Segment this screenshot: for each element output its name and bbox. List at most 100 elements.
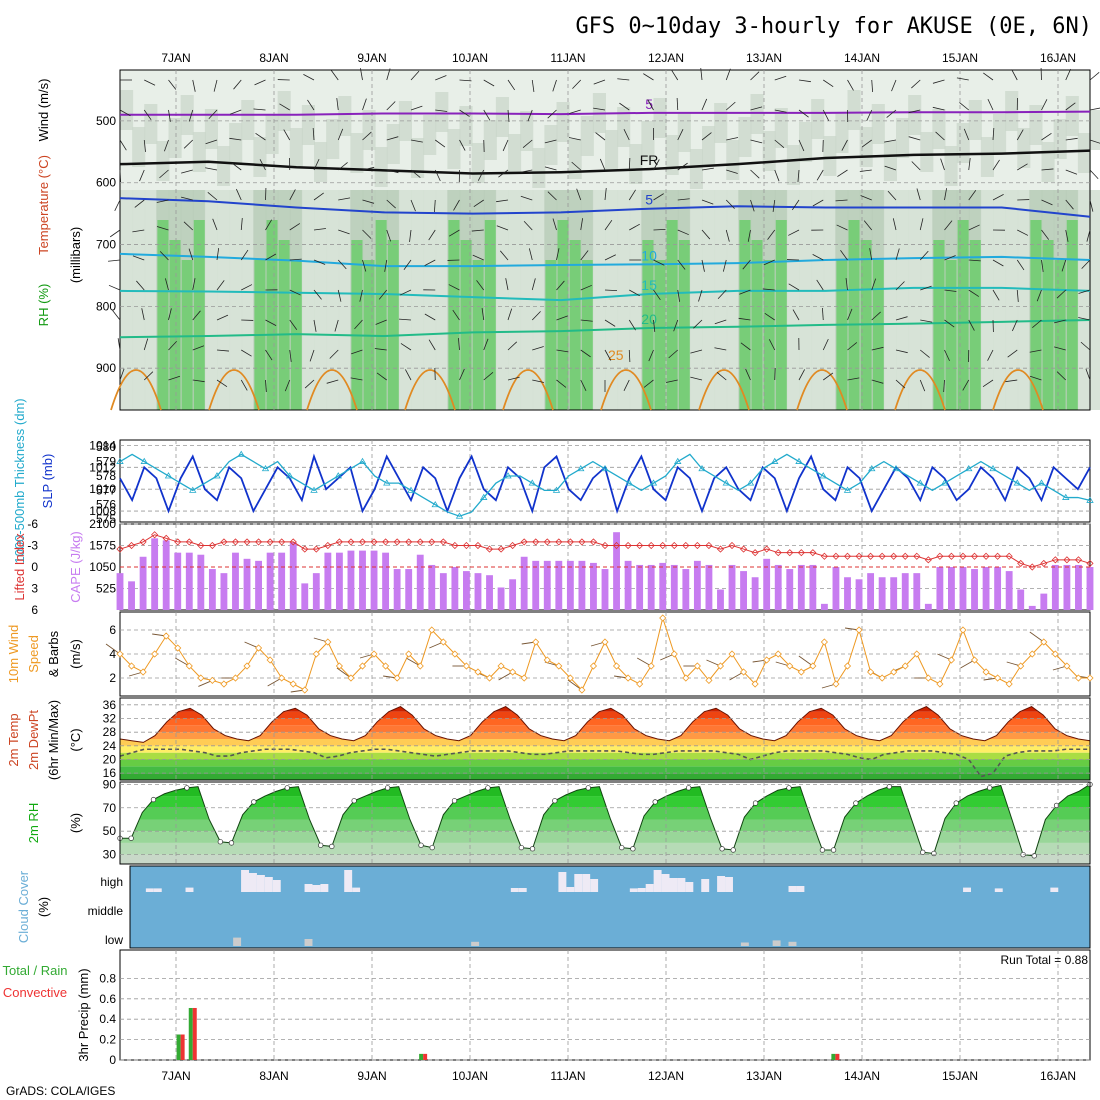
wind-barb bbox=[911, 161, 921, 171]
cape-bar bbox=[197, 554, 205, 610]
wind-barb bbox=[968, 319, 975, 331]
wind-barb bbox=[956, 77, 969, 81]
wind-barb bbox=[108, 284, 121, 291]
wind-point bbox=[636, 680, 644, 688]
wind-barb bbox=[1007, 349, 1018, 358]
wind-barb bbox=[159, 251, 169, 261]
rh-point bbox=[953, 800, 959, 806]
cape-bar bbox=[1086, 567, 1094, 610]
temp-band-upper bbox=[120, 732, 1090, 739]
cloud-high-bar bbox=[645, 884, 654, 892]
wind-barb bbox=[483, 338, 489, 351]
rh-point bbox=[552, 798, 558, 804]
rh-shade-upper bbox=[750, 94, 764, 134]
rh-shade bbox=[605, 190, 619, 410]
wind-barb bbox=[788, 229, 800, 236]
wind-barb bbox=[168, 340, 177, 351]
li-point bbox=[462, 541, 470, 550]
cape-bar bbox=[347, 550, 355, 610]
wind-barb bbox=[797, 169, 800, 182]
rh-shade-upper bbox=[835, 113, 849, 153]
wind-barb bbox=[932, 106, 945, 111]
cape-bar bbox=[359, 550, 366, 610]
rh-point bbox=[228, 840, 235, 846]
wind-barb bbox=[628, 157, 631, 171]
cape-bar bbox=[509, 579, 517, 610]
li-point bbox=[1005, 552, 1013, 560]
rh-shade-upper bbox=[811, 99, 825, 139]
wind-barb bbox=[188, 248, 194, 261]
wind-point bbox=[324, 638, 332, 646]
wind-barb bbox=[556, 315, 568, 321]
wind-barb bbox=[623, 379, 630, 391]
rh-shade-high bbox=[775, 220, 787, 410]
rh-shade-high bbox=[1030, 220, 1042, 410]
wind-barb bbox=[458, 338, 460, 351]
wind-point bbox=[243, 662, 251, 670]
li-point bbox=[197, 541, 205, 550]
precip-conv-bar bbox=[423, 1053, 428, 1060]
wind-barb bbox=[205, 167, 218, 171]
li-point bbox=[497, 545, 505, 553]
panel-ylabel-convective: Convective bbox=[3, 985, 67, 1000]
cape-bar bbox=[705, 564, 713, 610]
cloud-high-bar bbox=[304, 884, 313, 892]
wind-barb bbox=[527, 109, 533, 122]
wind-barb bbox=[205, 139, 218, 145]
thickness-point bbox=[286, 472, 294, 479]
cape-tick-1050: 1050 bbox=[89, 560, 116, 574]
rh-shade-upper bbox=[956, 123, 970, 163]
rh-shade-upper bbox=[156, 141, 170, 181]
cape-bar bbox=[867, 573, 875, 610]
wind-barb bbox=[119, 139, 127, 151]
wind-barb bbox=[1056, 289, 1067, 299]
bottom-date-10JAN: 10JAN bbox=[452, 1069, 488, 1083]
cape-bar bbox=[324, 552, 332, 610]
rh-shade-upper bbox=[823, 136, 837, 176]
wind-barb bbox=[523, 220, 533, 231]
isotherm-15 bbox=[119, 286, 1091, 302]
cape-bar bbox=[774, 564, 782, 610]
wind-barb bbox=[313, 192, 324, 201]
isotherm-label-10: 10 bbox=[641, 247, 657, 263]
wind-barb bbox=[471, 229, 484, 232]
wind-barb bbox=[653, 159, 660, 171]
wind-barb bbox=[916, 188, 921, 201]
cloud-low-bar bbox=[304, 939, 313, 946]
wind-barb bbox=[289, 189, 296, 201]
rh-shade-high bbox=[581, 260, 593, 410]
wind-barb bbox=[599, 158, 606, 171]
rh-shade bbox=[823, 190, 837, 410]
li-point bbox=[555, 538, 563, 546]
thickness-tick-580: 580 bbox=[96, 440, 116, 454]
rh-shade bbox=[592, 190, 606, 410]
li-point bbox=[843, 552, 852, 560]
wind-barb bbox=[477, 169, 485, 181]
wind-barb bbox=[114, 199, 121, 211]
wind-barb bbox=[303, 74, 315, 81]
wind-barb bbox=[1029, 631, 1045, 643]
cape-bar bbox=[474, 573, 482, 610]
wind-barb bbox=[472, 254, 484, 261]
wind-barb bbox=[987, 98, 994, 111]
wind-barb bbox=[1078, 289, 1091, 294]
rh-shade-upper bbox=[896, 118, 910, 158]
wind-barb bbox=[968, 289, 980, 297]
wind-barb bbox=[449, 229, 460, 237]
panel-ylabel-precip: 3hr Precip (mm) bbox=[76, 968, 91, 1061]
wind-barb bbox=[207, 191, 218, 201]
isotherm-25 bbox=[894, 369, 946, 411]
cloud-high-bar bbox=[510, 888, 519, 892]
wind-barb bbox=[576, 188, 582, 201]
wind-barb bbox=[677, 229, 689, 236]
wind-barb bbox=[992, 194, 1004, 201]
rh-shade-upper bbox=[774, 108, 788, 148]
cloud-high-bar bbox=[574, 874, 583, 892]
footer-credit: GrADS: COLA/IGES bbox=[6, 1084, 115, 1098]
li-point bbox=[901, 552, 909, 560]
wind-barb bbox=[498, 671, 513, 681]
cape-bar bbox=[740, 571, 747, 610]
wind-barb bbox=[307, 99, 315, 111]
wind-barb bbox=[1029, 375, 1042, 381]
wind-barb bbox=[762, 288, 775, 291]
